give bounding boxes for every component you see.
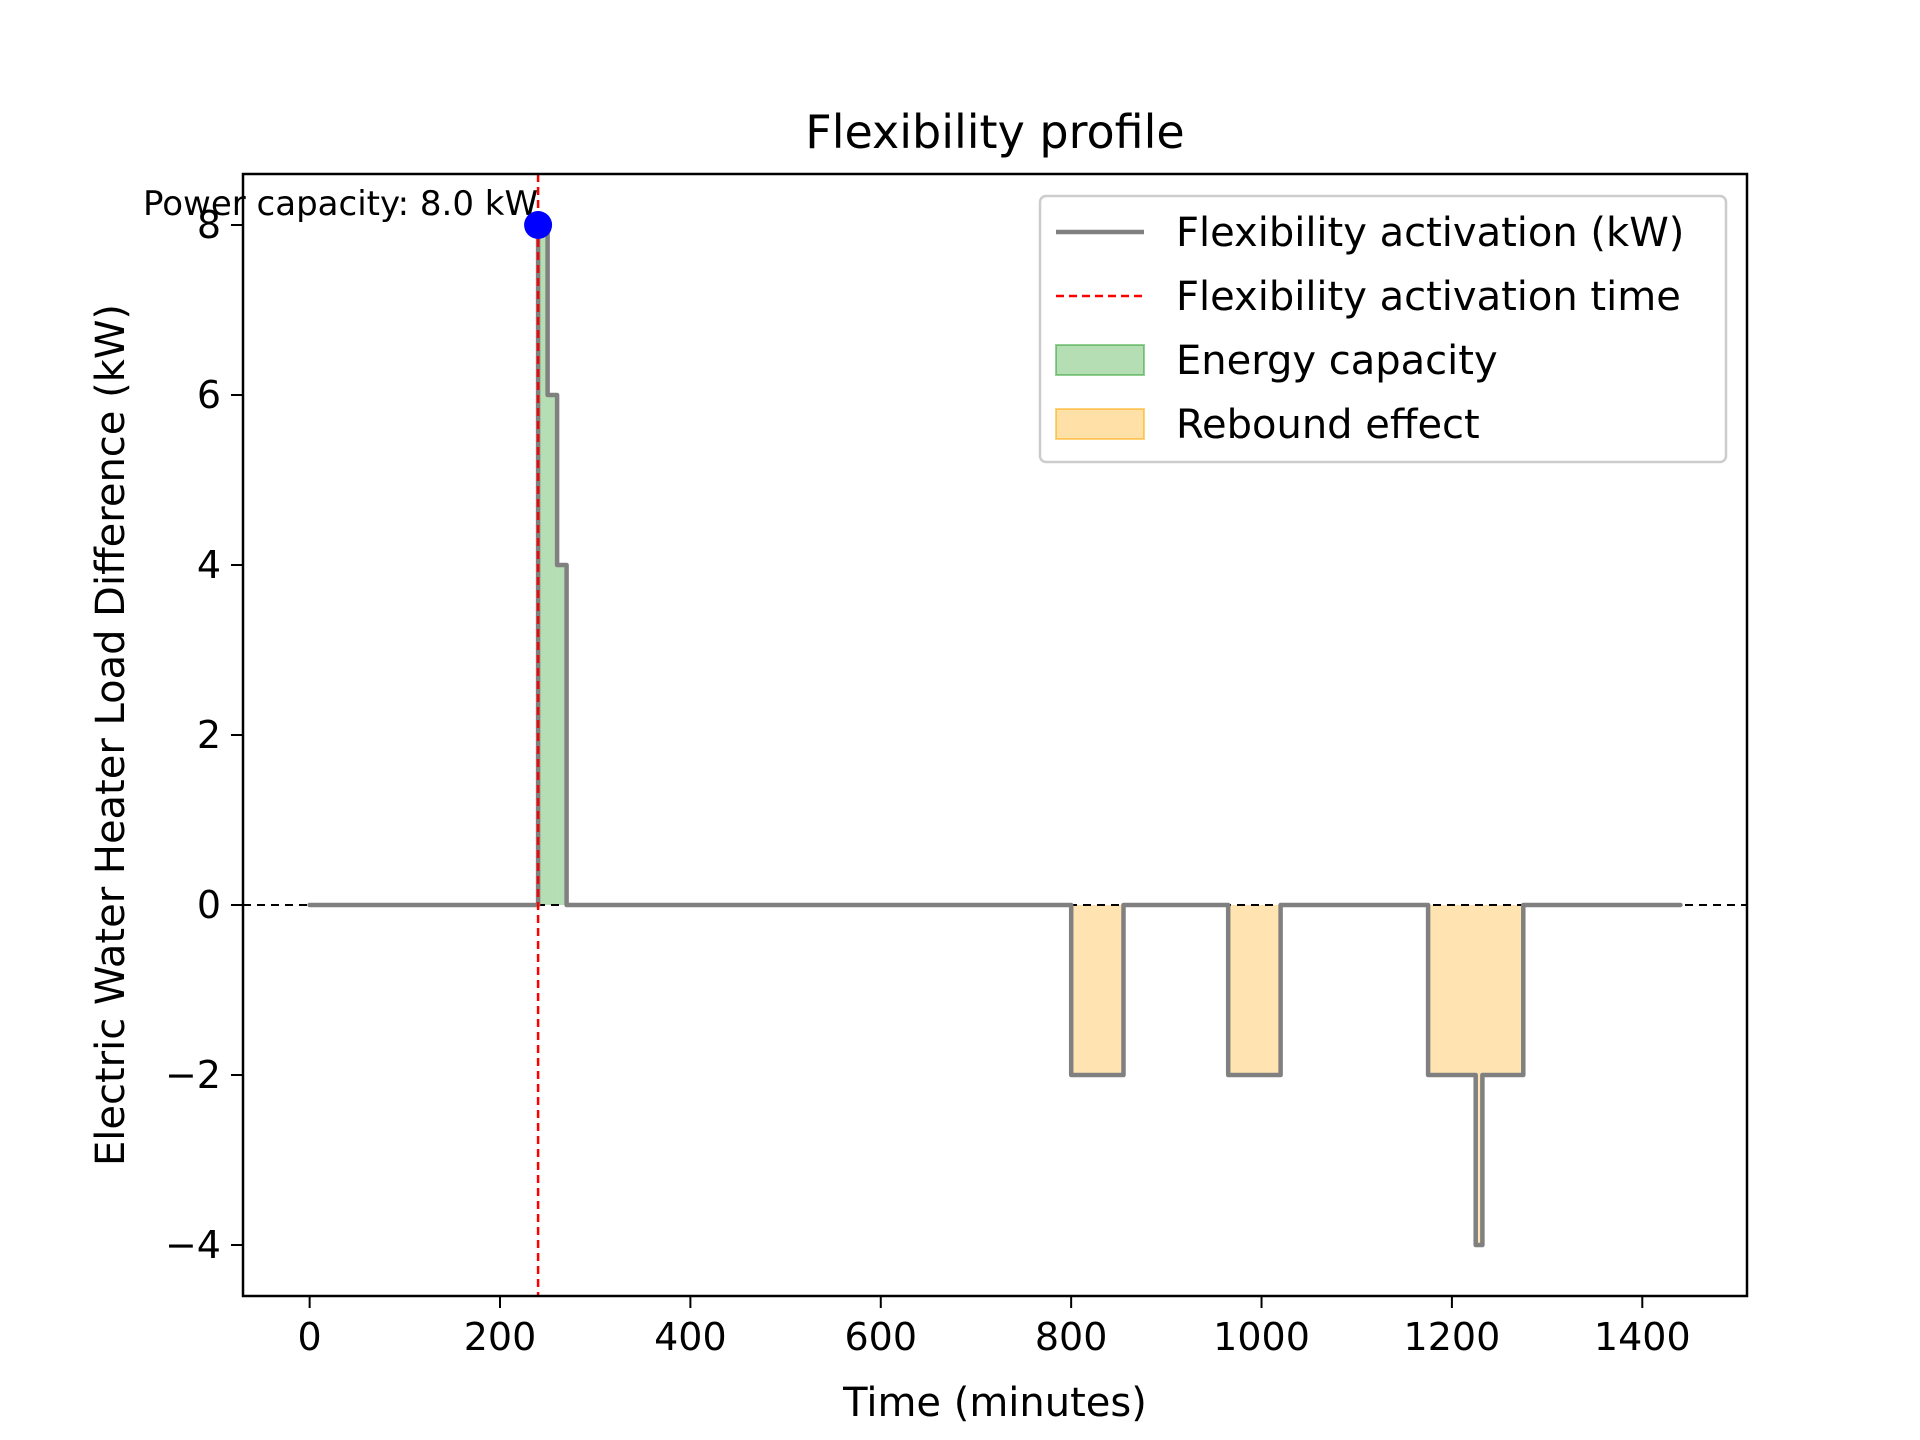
legend-label: Rebound effect: [1176, 402, 1480, 448]
x-axis-title: Time (minutes): [842, 1380, 1147, 1426]
y-tick-label: 4: [197, 543, 221, 587]
rebound-effect-fill: [1228, 905, 1281, 1075]
legend: Flexibility activation (kW) Flexibility a…: [1038, 194, 1728, 464]
y-tick-label: 8: [197, 203, 221, 247]
y-tick-label: 2: [197, 713, 221, 757]
legend-label: Flexibility activation (kW): [1176, 210, 1684, 256]
legend-label: Flexibility activation time: [1176, 274, 1681, 320]
energy-capacity-fill: [547, 395, 558, 905]
plot-area: [243, 174, 1747, 1296]
x-tick-label: 0: [298, 1315, 322, 1359]
y-tick-label: 6: [197, 373, 221, 417]
x-tick-label: 400: [654, 1315, 727, 1359]
flexibility-activation-line: [307, 222, 1683, 1248]
x-tick-label: 1000: [1213, 1315, 1310, 1359]
y-tick-label: −4: [165, 1223, 221, 1267]
plot-content: [243, 174, 1747, 1296]
legend-label: Energy capacity: [1176, 338, 1498, 384]
chart-title: Flexibility profile: [805, 105, 1184, 159]
power-capacity-label: Power capacity: 8.0 kW: [143, 184, 538, 224]
x-axis: 0 200 400 600 800 1000 1200 1400: [298, 1296, 1691, 1359]
legend-swatch-patch: [1055, 408, 1145, 440]
power-capacity-annotation: Power capacity: 8.0 kW: [143, 184, 553, 239]
y-tick-label: −2: [165, 1053, 221, 1097]
energy-capacity-fill: [538, 225, 548, 905]
y-axis-title: Electric Water Heater Load Difference (k…: [88, 304, 134, 1166]
rebound-effect-fill: [1475, 905, 1483, 1245]
legend-swatch-patch: [1055, 344, 1145, 376]
x-tick-label: 600: [845, 1315, 918, 1359]
legend-box: [1038, 194, 1728, 464]
y-tick-label: 0: [197, 883, 221, 927]
power-capacity-marker: [524, 211, 553, 239]
x-tick-label: 200: [464, 1315, 537, 1359]
x-tick-label: 1400: [1594, 1315, 1691, 1359]
rebound-effect-fill: [1428, 905, 1476, 1075]
x-tick-label: 1200: [1404, 1315, 1501, 1359]
rebound-effect-fill: [1071, 905, 1124, 1075]
rebound-effect-fill: [1482, 905, 1524, 1075]
x-tick-label: 800: [1035, 1315, 1108, 1359]
energy-capacity-fill: [557, 565, 567, 905]
y-axis: −4 −2 0 2 4 6 8: [165, 203, 243, 1267]
